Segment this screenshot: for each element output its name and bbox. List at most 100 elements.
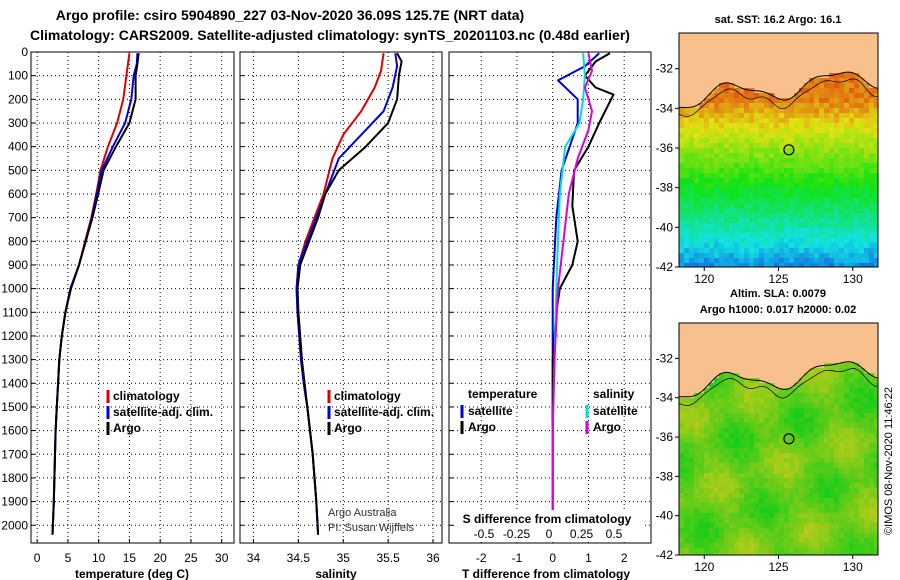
map-cell	[764, 398, 770, 404]
map-cell	[874, 223, 878, 229]
map-cell	[689, 183, 695, 189]
map-cell	[854, 258, 860, 264]
map-cell	[724, 463, 730, 469]
map-cell	[834, 443, 840, 449]
map-cell	[869, 478, 875, 484]
map-cell	[714, 503, 720, 509]
map-cell	[834, 363, 840, 369]
map-cell	[859, 223, 865, 229]
map-cell	[729, 193, 735, 199]
map-cell	[779, 148, 785, 154]
map-cell	[874, 403, 878, 409]
map-cell	[854, 243, 860, 249]
map-cell	[749, 248, 755, 254]
map-cell	[874, 538, 878, 544]
map-cell	[789, 213, 795, 219]
map-cell	[704, 418, 710, 424]
map-cell	[749, 403, 755, 409]
map-cell	[794, 258, 800, 264]
map-cell	[864, 218, 870, 224]
map-cell	[769, 383, 775, 389]
map-cell	[824, 218, 830, 224]
map-cell	[864, 88, 870, 94]
map-cell	[724, 388, 730, 394]
map-cell	[749, 383, 755, 389]
map-cell	[754, 538, 760, 544]
map-cell	[749, 93, 755, 99]
map-cell	[759, 158, 765, 164]
map-cell	[869, 213, 875, 219]
map-cell	[869, 88, 875, 94]
map-cell	[819, 123, 825, 129]
map-cell	[714, 228, 720, 234]
map-cell	[739, 168, 745, 174]
map-cell	[699, 208, 705, 214]
map-cell	[704, 423, 710, 429]
map-cell	[844, 493, 850, 499]
map-cell	[849, 258, 855, 264]
map-cell	[829, 88, 835, 94]
map-cell	[709, 178, 715, 184]
map-cell	[874, 263, 878, 267]
map-cell	[709, 443, 715, 449]
map-cell	[719, 178, 725, 184]
map-cell	[799, 188, 805, 194]
map-cell	[824, 88, 830, 94]
map-cell	[689, 503, 695, 509]
map-cell	[794, 233, 800, 239]
map-cell	[739, 503, 745, 509]
map-cell	[834, 158, 840, 164]
map-cell	[784, 118, 790, 124]
depth-tick-label: 1900	[1, 495, 28, 509]
map-cell	[849, 138, 855, 144]
map-cell	[789, 398, 795, 404]
map-cell	[699, 178, 705, 184]
map-cell	[704, 443, 710, 449]
map-cell	[854, 263, 860, 267]
map-cell	[684, 498, 690, 504]
map-cell	[809, 448, 815, 454]
map-cell	[769, 98, 775, 104]
map-cell	[834, 428, 840, 434]
map-cell	[849, 123, 855, 129]
map-cell	[689, 243, 695, 249]
map-cell	[709, 548, 715, 554]
map-cell	[754, 163, 760, 169]
map-cell	[799, 428, 805, 434]
legend-satellite-label: satellite-adj. clim.	[113, 405, 213, 419]
map-cell	[694, 218, 700, 224]
map-cell	[789, 458, 795, 464]
map-cell	[829, 183, 835, 189]
map-cell	[719, 378, 725, 384]
map-cell	[854, 208, 860, 214]
map-cell	[854, 473, 860, 479]
map-cell	[804, 248, 810, 254]
map-cell	[799, 213, 805, 219]
map-cell	[689, 458, 695, 464]
map-cell	[764, 168, 770, 174]
map-cell	[784, 483, 790, 489]
map-cell	[869, 138, 875, 144]
map-cell	[694, 463, 700, 469]
map-cell	[709, 153, 715, 159]
map-cell	[709, 458, 715, 464]
map-cell	[799, 138, 805, 144]
legend-argo-label: Argo	[113, 421, 141, 435]
map-cell	[739, 263, 745, 267]
map-cell	[839, 258, 845, 264]
map-cell	[779, 243, 785, 249]
map-cell	[709, 158, 715, 164]
map-cell	[714, 153, 720, 159]
map-cell	[724, 103, 730, 109]
map-cell	[729, 498, 735, 504]
map-cell	[814, 393, 820, 399]
map-cell	[684, 443, 690, 449]
map-cell	[759, 473, 765, 479]
map-cell	[779, 128, 785, 134]
map-cell	[814, 488, 820, 494]
map-cell	[764, 118, 770, 124]
map-cell	[834, 508, 840, 514]
map-cell	[689, 203, 695, 209]
map-cell	[784, 193, 790, 199]
map-cell	[854, 548, 860, 554]
